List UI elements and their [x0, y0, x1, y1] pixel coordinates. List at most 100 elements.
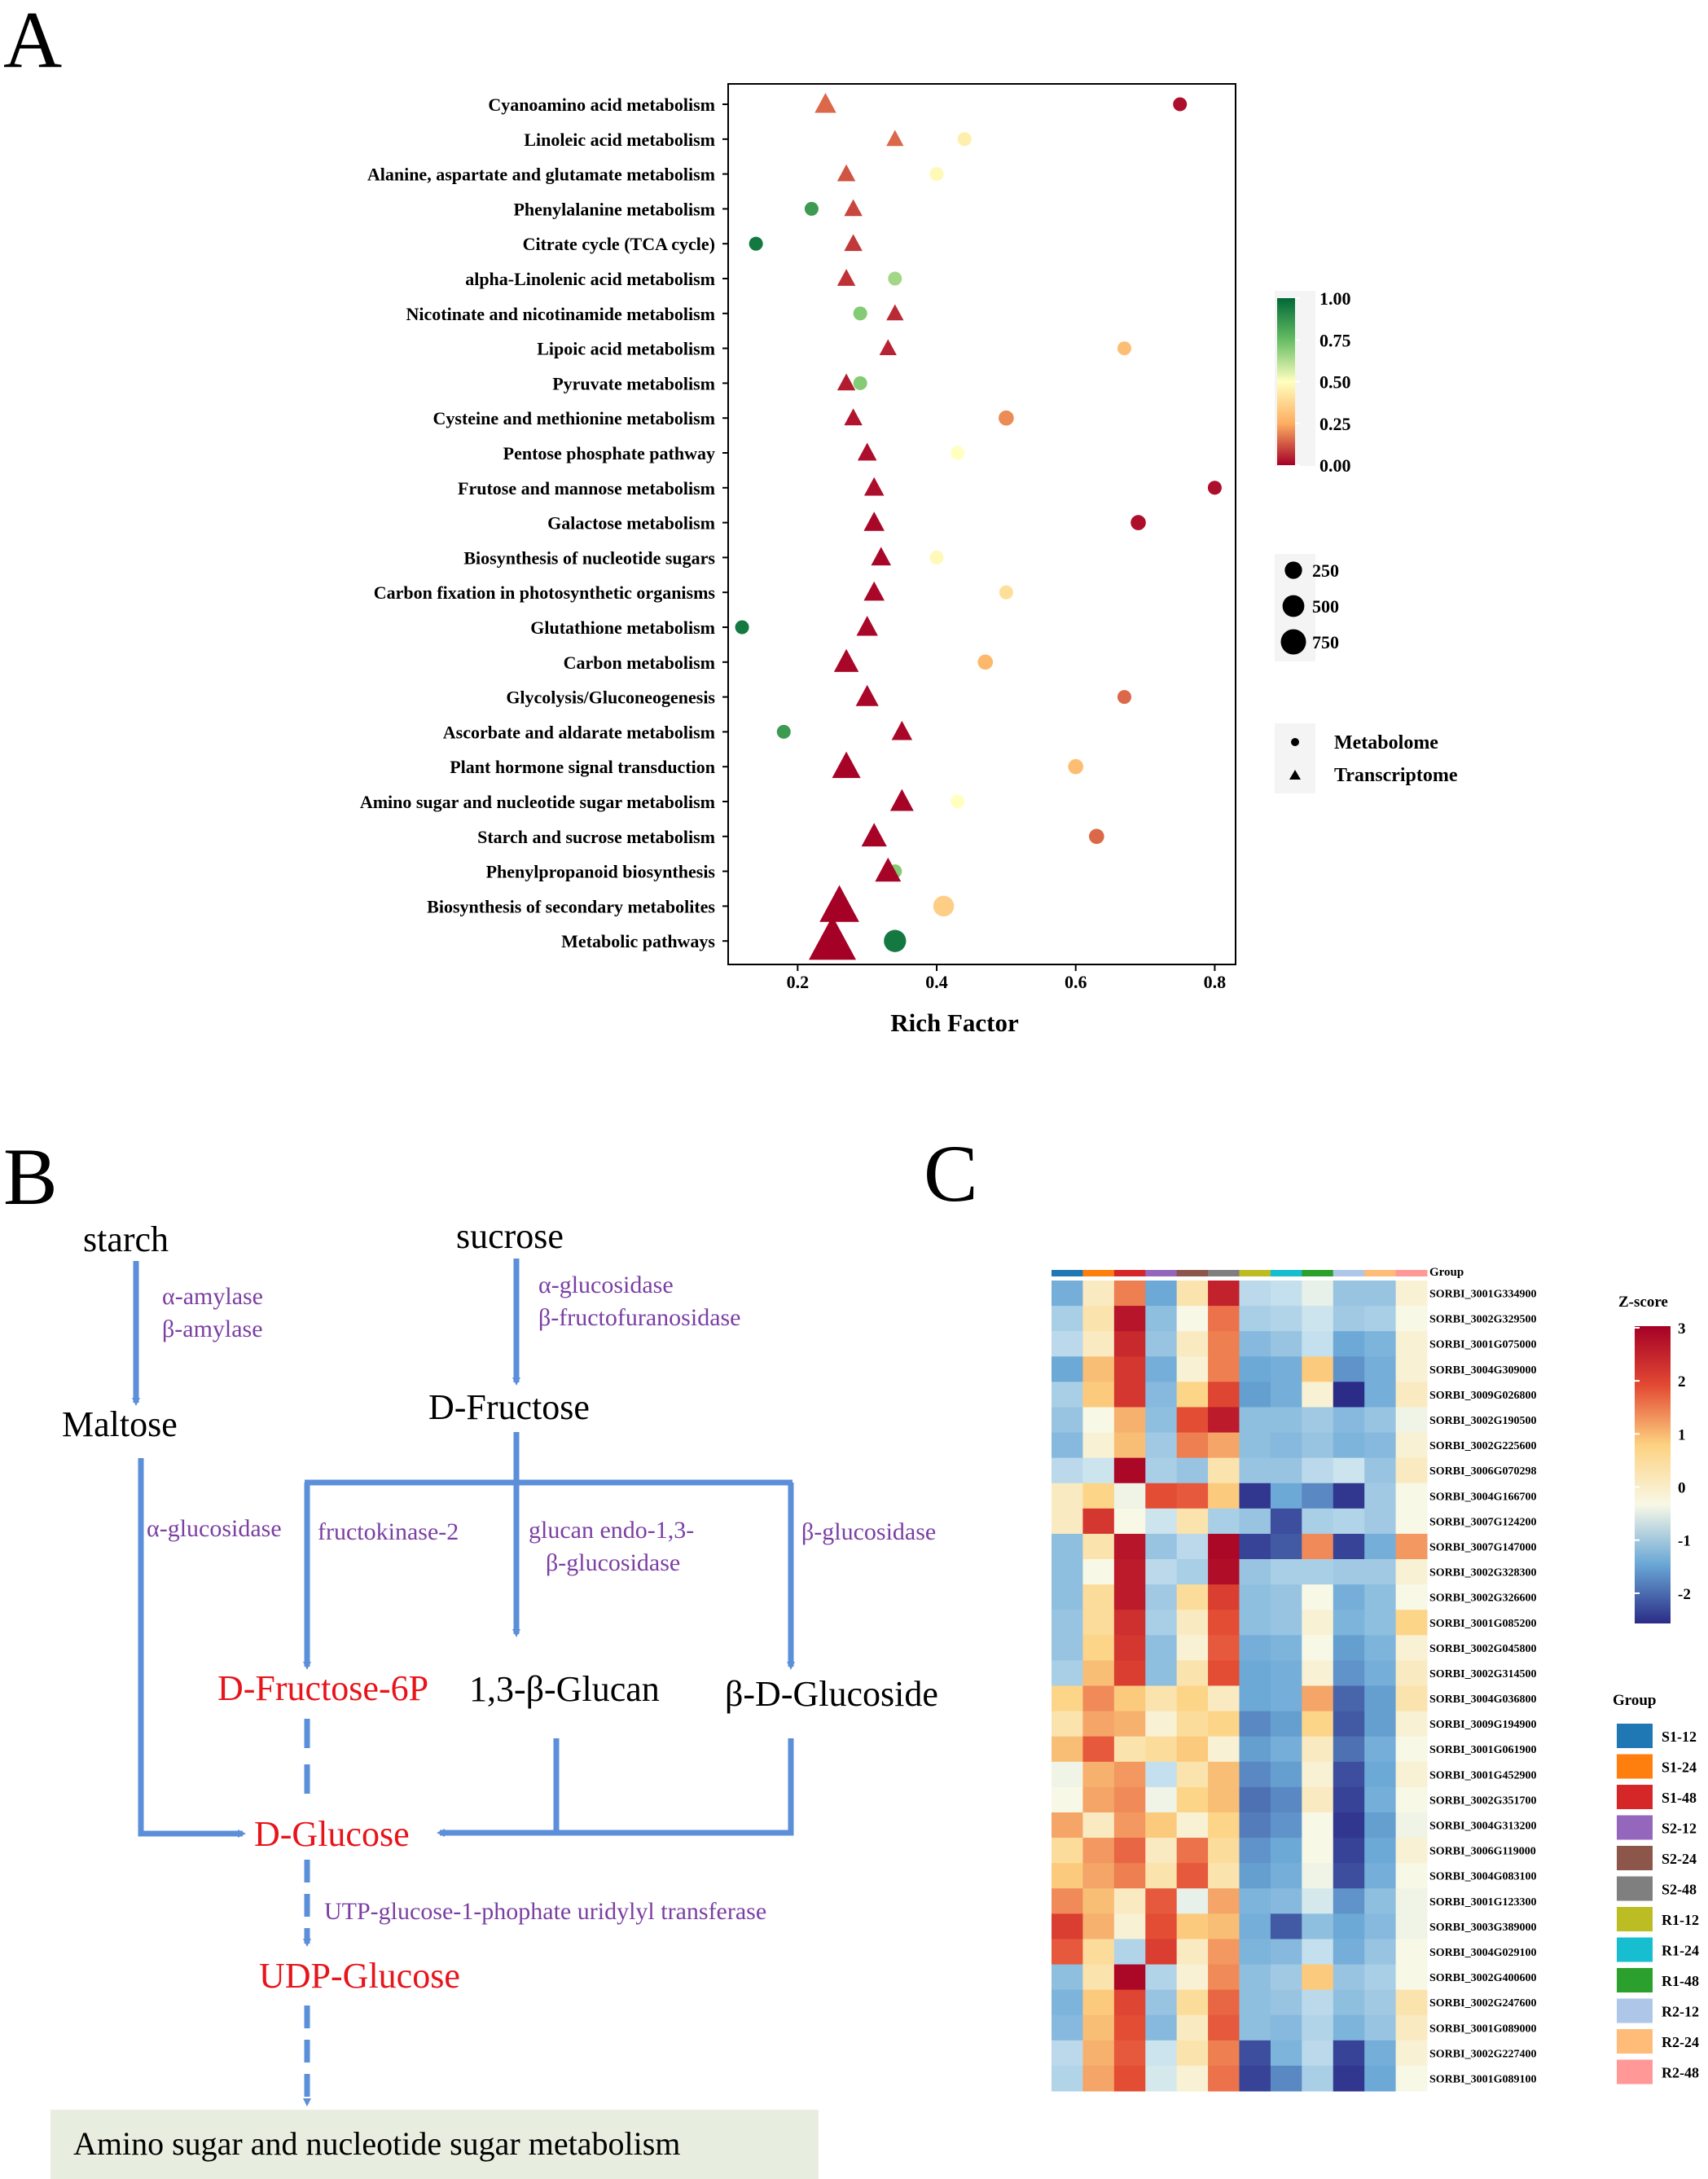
- gene-label: SORBI_3009G026800: [1429, 1390, 1536, 1402]
- transcriptome-point: [809, 916, 857, 960]
- heatmap-cell: [1333, 1736, 1365, 1763]
- heatmap-cell: [1395, 1939, 1428, 1966]
- heatmap-cell: [1176, 1559, 1209, 1585]
- heatmap-cell: [1239, 1610, 1271, 1636]
- heatmap-cell: [1239, 1812, 1271, 1839]
- heatmap-cell: [1052, 1356, 1083, 1382]
- heatmap-cell: [1364, 1281, 1397, 1307]
- heatmap-cell: [1145, 1432, 1178, 1459]
- heatmap-cell: [1270, 1863, 1302, 1889]
- heatmap-cell: [1145, 1761, 1178, 1788]
- heatmap-cell: [1208, 2065, 1240, 2092]
- group-annotation-bar: [1052, 1270, 1428, 1276]
- heatmap-cell: [1333, 1407, 1365, 1434]
- heatmap-cell: [1302, 1306, 1334, 1332]
- heatmap-cell: [1302, 1685, 1334, 1712]
- size-legend-marker: [1280, 629, 1306, 655]
- heatmap-cell: [1239, 1457, 1271, 1484]
- group-legend-swatch: [1617, 1785, 1653, 1809]
- heatmap-cell: [1208, 1838, 1240, 1864]
- heatmap-cell: [1270, 1838, 1302, 1864]
- heatmap-cells: [1052, 1281, 1428, 2092]
- heatmap-cell: [1113, 1508, 1146, 1535]
- heatmap-cell: [1333, 1761, 1365, 1788]
- heatmap-cell: [1333, 1533, 1365, 1560]
- heatmap-cell: [1052, 1786, 1083, 1813]
- heatmap-cell: [1208, 1685, 1240, 1712]
- arrow-glucoside-glucose: [437, 1738, 794, 1837]
- heatmap-cell: [1145, 1508, 1178, 1535]
- heatmap-cell: [1364, 2014, 1397, 2041]
- heatmap-cell: [1395, 1761, 1428, 1788]
- heatmap-cell: [1176, 1888, 1209, 1914]
- heatmap-cell: [1395, 1356, 1428, 1382]
- heatmap-cell: [1145, 1457, 1178, 1484]
- heatmap-cell: [1082, 1812, 1115, 1839]
- heatmap-cell: [1082, 1786, 1115, 1813]
- heatmap-cell: [1113, 1483, 1146, 1509]
- pathway-label: Phenylpropanoid biosynthesis: [486, 862, 716, 882]
- heatmap-cell: [1364, 1407, 1397, 1434]
- heatmap-cell: [1364, 1457, 1397, 1484]
- heatmap-cell: [1333, 1685, 1365, 1712]
- transcriptome-point: [836, 164, 856, 182]
- pathway-label: Frutose and mannose metabolism: [458, 478, 715, 499]
- heatmap-cell: [1302, 1635, 1334, 1661]
- heatmap-cell: [1239, 1533, 1271, 1560]
- enzyme-beta-glucosidase: β-glucosidase: [801, 1518, 936, 1545]
- heatmap-cell: [1395, 1407, 1428, 1434]
- heatmap-cell: [1113, 2065, 1146, 2092]
- gene-label: SORBI_3002G328300: [1429, 1567, 1536, 1579]
- heatmap-cell: [1395, 1913, 1428, 1940]
- metabolome-point: [749, 236, 763, 251]
- color-legend-label: 0.75: [1319, 330, 1351, 350]
- heatmap-cell: [1395, 1281, 1428, 1307]
- data-marks: [735, 93, 1222, 960]
- heatmap-cell: [1302, 1838, 1334, 1864]
- heatmap-cell: [1082, 1685, 1115, 1712]
- heatmap-cell: [1364, 1610, 1397, 1636]
- transcriptome-point: [832, 751, 861, 779]
- metabolome-point: [999, 585, 1013, 600]
- heatmap-cell: [1302, 2014, 1334, 2041]
- pathway-label: Cyanoamino acid metabolism: [488, 94, 715, 115]
- heatmap-cell: [1302, 1483, 1334, 1509]
- group-legend-label: R1-24: [1662, 1943, 1699, 1959]
- metabolome-point: [884, 929, 907, 952]
- heatmap-cell: [1333, 2040, 1365, 2067]
- heatmap-cell: [1208, 1761, 1240, 1788]
- heatmap-cell: [1113, 1913, 1146, 1940]
- heatmap-cell: [1145, 2014, 1178, 2041]
- heatmap-cell: [1270, 2065, 1302, 2092]
- heatmap-cell: [1208, 1863, 1240, 1889]
- heatmap-cell: [1208, 1888, 1240, 1914]
- heatmap-cell: [1239, 1939, 1271, 1966]
- heatmap-cell: [1176, 2065, 1209, 2092]
- heatmap-cell: [1395, 1838, 1428, 1864]
- heatmap-cell: [1239, 2040, 1271, 2067]
- enzyme-beta-fructofuranosidase: β-fructofuranosidase: [538, 1304, 741, 1331]
- color-legend-label: 0.00: [1319, 455, 1351, 476]
- heatmap-cell: [1395, 1382, 1428, 1408]
- pathway-label: Carbon metabolism: [564, 652, 715, 673]
- heatmap-cell: [1082, 1356, 1115, 1382]
- gene-label: SORBI_3002G190500: [1429, 1415, 1536, 1427]
- heatmap-cell: [1270, 1913, 1302, 1940]
- heatmap-cell: [1113, 1863, 1146, 1889]
- heatmap-cell: [1239, 1761, 1271, 1788]
- heatmap-cell: [1333, 1356, 1365, 1382]
- group-legend-label: S1-12: [1662, 1729, 1697, 1745]
- heatmap-cell: [1082, 1964, 1115, 1991]
- group-bar-segment: [1364, 1270, 1397, 1276]
- heatmap-cell: [1364, 2065, 1397, 2092]
- heatmap-cell: [1208, 1457, 1240, 1484]
- heatmap-cell: [1364, 2040, 1397, 2067]
- heatmap-cell: [1113, 1306, 1146, 1332]
- pathway-label: Lipoic acid metabolism: [537, 339, 715, 359]
- metabolome-point: [1117, 341, 1131, 356]
- heatmap-cell: [1113, 1635, 1146, 1661]
- metabolome-point: [888, 271, 902, 286]
- x-tick-label: 0.6: [1065, 972, 1087, 992]
- gene-label: SORBI_3004G166700: [1429, 1491, 1536, 1503]
- gene-label: SORBI_3003G389000: [1429, 1922, 1536, 1934]
